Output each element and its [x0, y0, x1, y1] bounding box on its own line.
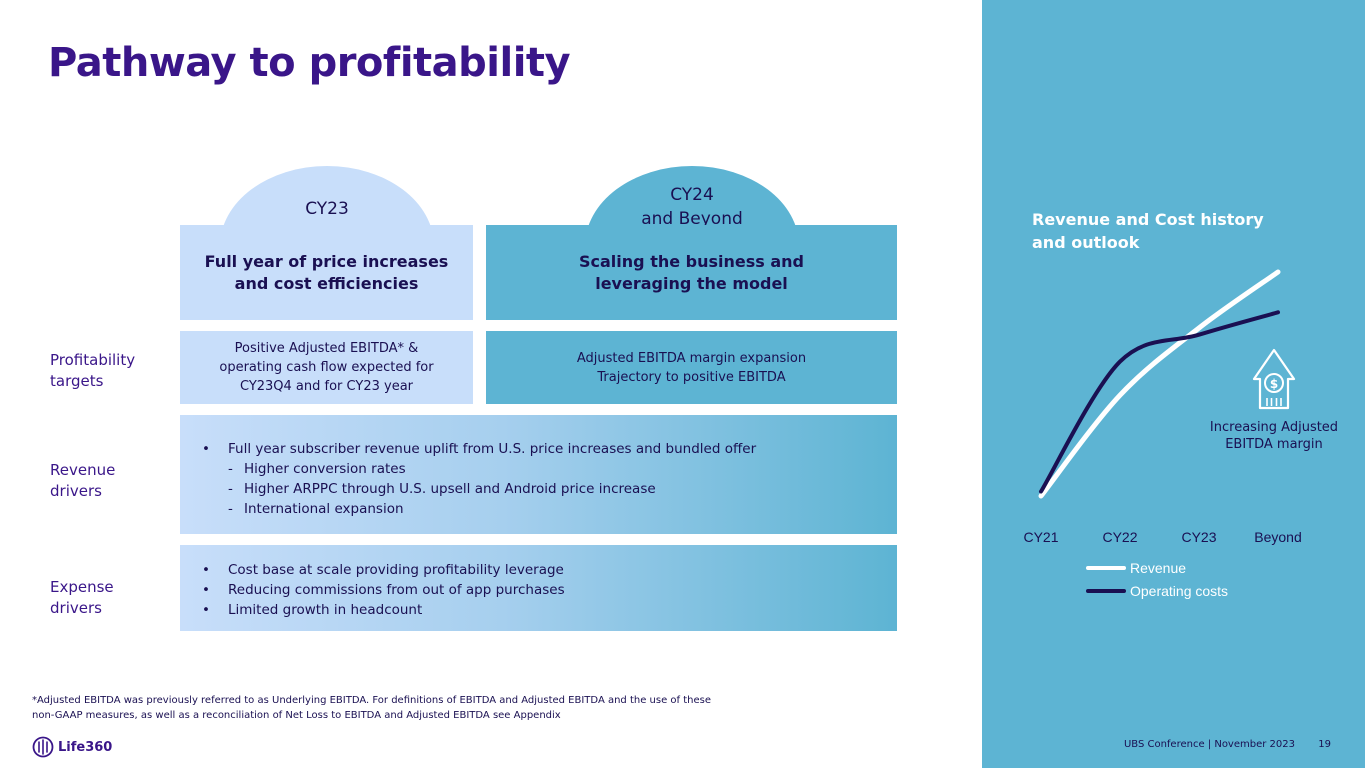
list-item: • Cost base at scale providing profitabil… — [202, 562, 564, 578]
x-tick-label: CY22 — [1102, 529, 1138, 545]
expense-drivers-list: • Cost base at scale providing profitabil… — [202, 560, 897, 620]
logo-text: Life360 — [58, 739, 113, 755]
x-tick-label: CY21 — [1023, 529, 1059, 545]
x-tick-label: Beyond — [1254, 529, 1302, 545]
cy23-heading: Full year of price increases and cost ef… — [204, 251, 449, 293]
cy24-target: Adjusted EBITDA margin expansion Traject… — [576, 350, 807, 385]
event-label: UBS Conference | November 2023 — [1123, 739, 1295, 750]
svg-text:$: $ — [1270, 377, 1278, 391]
cy23-target-box: Positive Adjusted EBITDA* & operating ca… — [180, 331, 473, 404]
legend-swatch-operating-costs — [1086, 589, 1126, 593]
legend-swatch-revenue — [1086, 566, 1126, 570]
list-item: - Higher conversion rates — [228, 461, 406, 477]
series-line-operating-costs — [1039, 310, 1280, 494]
row-label-profitability: Profitability targets — [50, 351, 136, 390]
page-title: Pathway to profitability — [48, 40, 571, 86]
x-tick-label: CY23 — [1181, 529, 1217, 545]
cy24-heading: Scaling the business and leveraging the … — [579, 251, 804, 293]
legend-label-operating-costs: Operating costs — [1130, 583, 1229, 599]
list-item: • Full year subscriber revenue uplift fro… — [202, 441, 757, 457]
series-line-revenue — [1038, 269, 1281, 499]
expense-driver: Reducing commissions from out of app pur… — [228, 582, 565, 598]
outlook-chart: $ — [1038, 269, 1296, 499]
list-item: - International expansion — [228, 501, 404, 517]
page-number: 19 — [1318, 739, 1331, 750]
house-dollar-icon: $ — [1252, 348, 1296, 410]
revenue-driver-sub: International expansion — [244, 501, 404, 517]
expense-drivers-box: • Cost base at scale providing profitabil… — [180, 545, 897, 631]
cy24-tab-label-line2: and Beyond — [641, 209, 743, 229]
revenue-drivers-box: • Full year subscriber revenue uplift fro… — [180, 415, 897, 534]
life360-logo-icon — [32, 736, 54, 758]
ebitda-annotation: Increasing Adjusted EBITDA margin — [1209, 420, 1339, 452]
cy24-heading-box: Scaling the business and leveraging the … — [486, 225, 897, 320]
cy24-target-box: Adjusted EBITDA margin expansion Traject… — [486, 331, 897, 404]
legend-operating-costs: Operating costs — [1086, 581, 1228, 601]
expense-driver: Limited growth in headcount — [228, 602, 423, 618]
row-label-revenue: Revenue drivers — [50, 461, 116, 500]
expense-driver: Cost base at scale providing profitabili… — [228, 562, 564, 578]
revenue-drivers-list: • Full year subscriber revenue uplift fro… — [202, 439, 897, 519]
cy24-tab-label-line1: CY24 — [670, 185, 714, 205]
row-label-expense: Expense drivers — [50, 578, 114, 617]
list-item: • Reducing commissions from out of app pu… — [202, 582, 565, 598]
list-item: - Higher ARPPC through U.S. upsell and An… — [228, 481, 656, 497]
company-logo: Life360 — [32, 736, 112, 758]
revenue-driver-sub: Higher conversion rates — [244, 461, 406, 477]
list-item: • Limited growth in headcount — [202, 602, 423, 618]
cy23-target: Positive Adjusted EBITDA* & operating ca… — [219, 341, 434, 394]
footnote: *Adjusted EBITDA was previously referred… — [32, 695, 712, 721]
outlook-panel: Revenue and Cost history and outlook $ I… — [982, 0, 1365, 768]
revenue-driver-main: Full year subscriber revenue uplift from… — [228, 441, 757, 457]
legend-revenue: Revenue — [1086, 558, 1186, 578]
outlook-title: Revenue and Cost history and outlook — [1032, 210, 1264, 252]
revenue-driver-sub: Higher ARPPC through U.S. upsell and And… — [244, 481, 656, 497]
cy23-heading-box: Full year of price increases and cost ef… — [180, 225, 473, 320]
cy23-tab-label: CY23 — [305, 199, 349, 219]
legend-label-revenue: Revenue — [1130, 560, 1187, 576]
